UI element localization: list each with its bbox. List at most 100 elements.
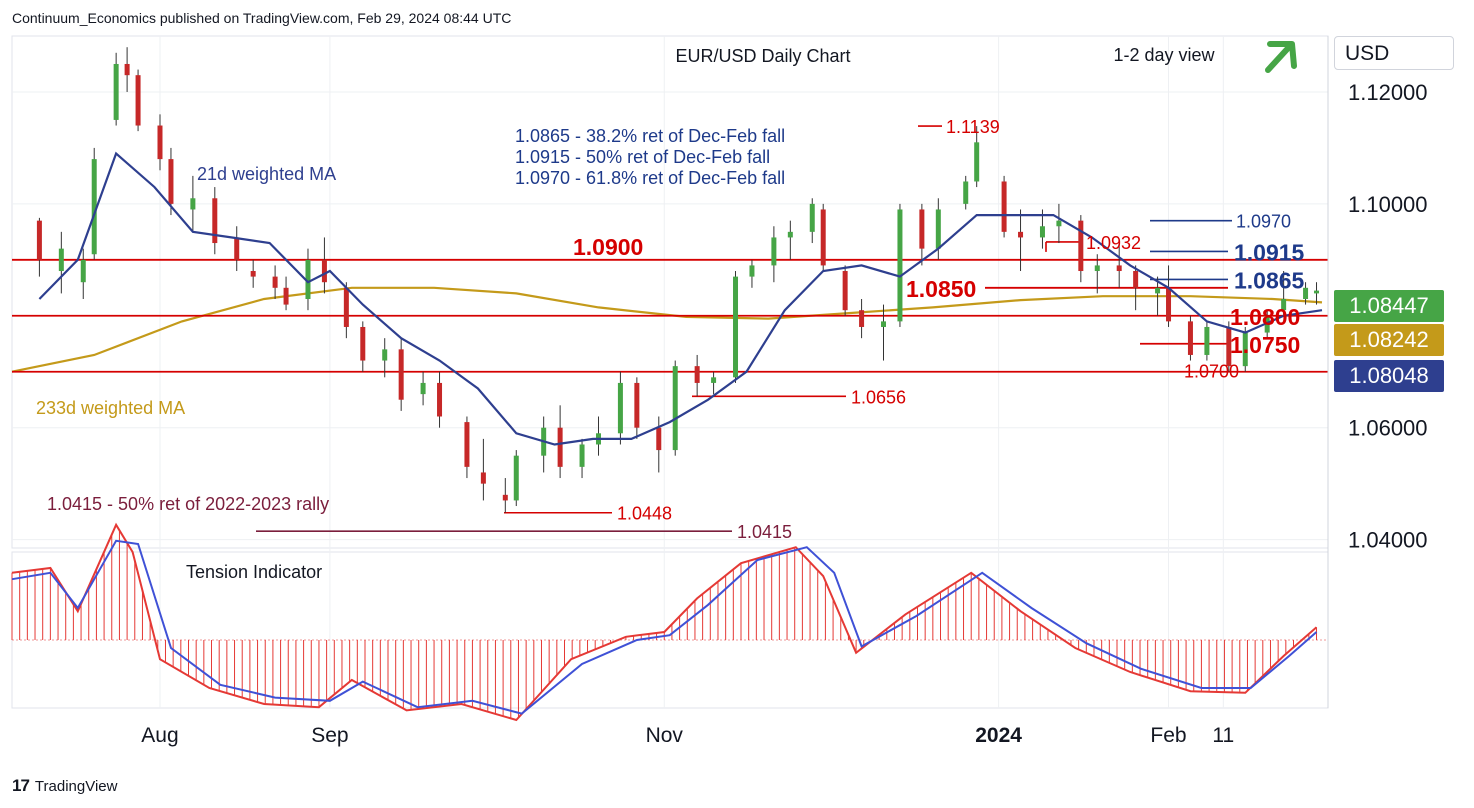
y-tick-label: 1.06000 [1348, 416, 1428, 441]
level-label-1-0900: 1.0900 [573, 234, 643, 260]
x-tick-label: Sep [311, 724, 348, 747]
marker-label-1-0415: 1.0415 [737, 522, 792, 542]
candle-body [1204, 326, 1210, 355]
candle-body [733, 276, 739, 378]
tradingview-logo-icon: 17 [12, 776, 30, 795]
y-tick-label: 1.04000 [1348, 528, 1428, 553]
candle-body [787, 231, 793, 238]
up-arrow-shaft [1265, 43, 1293, 73]
candle-body [272, 276, 278, 288]
candle-body [809, 203, 815, 232]
y-tick-label: 1.10000 [1348, 192, 1428, 217]
tension-indicator-panel: Tension Indicator [11, 522, 1328, 722]
x-tick-label: Nov [646, 724, 684, 747]
candle-body [935, 209, 941, 249]
annotation-fib-50: 1.0915 - 50% ret of Dec-Feb fall [515, 147, 770, 167]
x-tick-label: Feb [1150, 724, 1186, 747]
low-marker-label-1-0448: 1.0448 [617, 504, 672, 524]
candle-body [135, 75, 141, 126]
chart-labels: 21d weighted MA 233d weighted MA 1.0970 1.0… [36, 41, 1305, 542]
candle-body [36, 220, 42, 260]
x-tick-label: 2024 [975, 724, 1022, 747]
candle-body [1056, 220, 1062, 227]
up-arrow-icon [1265, 41, 1297, 73]
view-label: 1-2 day view [1113, 45, 1215, 65]
price-tag-ma233: 1.08242 [1334, 324, 1444, 356]
annotation-fib-38: 1.0865 - 38.2% ret of Dec-Feb fall [515, 126, 785, 146]
candle-body [480, 472, 486, 484]
ma-21-line [38, 151, 1323, 446]
candle-body [771, 237, 777, 266]
candle-body [1303, 287, 1309, 299]
fib-level-label-1-0865: 1.0865 [1234, 267, 1305, 293]
candle-body [437, 382, 443, 417]
level-label-1-0800: 1.0800 [1230, 304, 1300, 330]
marker-label-1-0656: 1.0656 [851, 387, 906, 407]
candle-body [1018, 231, 1024, 238]
chart-title: EUR/USD Daily Chart [675, 46, 850, 66]
candle-body [974, 142, 980, 182]
candle-body [617, 382, 623, 434]
candle-body [694, 366, 700, 383]
annotation-fib-61: 1.0970 - 61.8% ret of Dec-Feb fall [515, 168, 785, 188]
candle-body [557, 427, 563, 467]
candle-body [820, 209, 826, 266]
candle-body [420, 382, 426, 395]
x-tick-label: 11 [1212, 724, 1234, 747]
up-arrow-head [1267, 41, 1297, 69]
candle-body [502, 494, 508, 501]
candle-body [656, 427, 662, 451]
candle-body [124, 63, 130, 76]
y-tick-label: 1.12000 [1348, 80, 1428, 105]
candle-body [1187, 321, 1193, 355]
price-tag-ma21: 1.08048 [1334, 360, 1444, 392]
annotation-2022-rally: 1.0415 - 50% ret of 2022-2023 rally [47, 494, 329, 514]
fib-level-label-1-0915: 1.0915 [1234, 239, 1305, 265]
publish-attribution: Continuum_Economics published on Trading… [12, 10, 512, 26]
candle-body [749, 265, 755, 277]
candle-body [382, 349, 388, 361]
candlesticks [36, 47, 1320, 513]
ma-233-label: 233d weighted MA [36, 398, 185, 418]
axes: 1.12000 1.10000 1.06000 1.04000 Aug Sep Nov 202… [141, 36, 1428, 747]
ma-21-label: 21d weighted MA [197, 164, 336, 184]
candle-body [1281, 298, 1287, 311]
candle-body [398, 349, 404, 400]
ma-233-line [11, 286, 1323, 373]
tension-histogram-outline [11, 522, 1318, 722]
candle-body [113, 63, 119, 120]
currency-button[interactable]: USD [1334, 36, 1454, 70]
candle-body [859, 310, 865, 327]
candle-body [1226, 326, 1232, 367]
tradingview-brand: TradingView [34, 777, 118, 795]
candle-body [1078, 220, 1084, 272]
candle-body [842, 271, 848, 311]
candle-body [80, 259, 86, 283]
candle-body [1039, 226, 1045, 238]
candle-body [513, 455, 519, 501]
candle-body [234, 237, 240, 260]
tradingview-footer[interactable]: 17 TradingView [12, 776, 117, 796]
candle-body [672, 366, 678, 451]
candle-body [464, 422, 470, 467]
candle-body [283, 287, 289, 305]
candle-body [1001, 181, 1007, 232]
candle-body [1242, 332, 1248, 367]
candle-body [1166, 287, 1172, 322]
candle-body [963, 181, 969, 204]
candle-body [321, 259, 327, 283]
price-tag-last: 1.08447 [1334, 290, 1444, 322]
x-tick-label: Aug [141, 724, 178, 747]
candle-body [919, 209, 925, 249]
candle-body [711, 377, 717, 383]
candle-body [212, 198, 218, 244]
marker-label-1-0932: 1.0932 [1086, 233, 1141, 253]
candle-body [1155, 287, 1161, 294]
high-marker-label-1-1139: 1.1139 [946, 117, 1000, 137]
tension-signal-line [11, 539, 1318, 715]
candle-body [157, 125, 163, 160]
candle-body [58, 248, 64, 272]
level-label-1-0700: 1.0700 [1184, 362, 1239, 382]
candle-body [897, 209, 903, 322]
